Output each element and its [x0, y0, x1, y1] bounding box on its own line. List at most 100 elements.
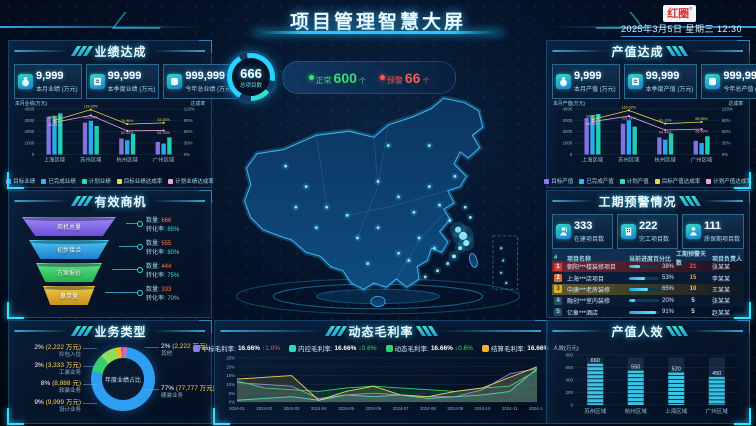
project-owner: 张某某: [712, 265, 731, 272]
svg-text:2024-01: 2024-01: [229, 406, 245, 411]
svg-text:81.11%: 81.11%: [659, 119, 672, 123]
donut-label: 77% (77,777 万元) 硬装业务: [145, 385, 215, 401]
rank-badge: 2: [554, 274, 562, 283]
south-china-sea-inset: [492, 235, 518, 290]
svg-text:89.81%: 89.81%: [48, 115, 61, 119]
header-line: [15, 50, 69, 52]
project-name: 中庚***老房装修: [567, 287, 611, 294]
svg-text:1000: 1000: [563, 141, 573, 146]
header-line: [151, 200, 206, 202]
rank-badge: 4: [554, 296, 562, 305]
panel-performance: 业绩达成 9,999 本月业绩 (万元) 99,999 本季度业绩 (万元) 999,9…: [6, 40, 238, 188]
normal-status: 正常 600 个: [308, 70, 366, 86]
header-stripes-icon: [70, 46, 93, 56]
rank-badge: 1: [554, 262, 562, 271]
legend-item[interactable]: 目标业绩达成率: [116, 177, 162, 185]
svg-text:60%: 60%: [184, 129, 193, 134]
svg-text:广州区域: 广州区域: [691, 155, 713, 163]
margin-trend-chart: 0% 5% 10% 15% 20% 25% 2024-01 2024-02 2024-03 202…: [226, 356, 543, 411]
svg-text:0: 0: [32, 152, 35, 157]
legend-item[interactable]: 计划产值: [619, 177, 649, 185]
header-deco-line-right: [551, 26, 756, 28]
svg-text:杭州区域: 杭州区域: [117, 155, 139, 163]
svg-text:2024-08: 2024-08: [420, 406, 436, 411]
svg-text:2000: 2000: [25, 129, 35, 134]
legend-item[interactable]: 目标产值达成率: [654, 177, 700, 185]
title-underline: [253, 31, 503, 34]
funnel-stage-label: 方案报价: [56, 271, 81, 277]
warning-dot-icon: [379, 75, 385, 80]
svg-text:118.02%: 118.02%: [84, 105, 99, 109]
project-owner: 李某某: [712, 276, 731, 283]
header-line: [702, 200, 744, 202]
panel-output-title: 产值达成: [611, 44, 664, 59]
money-bag-icon: [18, 74, 33, 89]
legend-item[interactable]: 计划业绩达成率: [168, 177, 214, 185]
legend-item[interactable]: 目标产值: [544, 177, 573, 185]
panel-funnel-title: 有效商机: [94, 194, 147, 209]
panel-warning-header: 工期预警情况: [547, 191, 749, 211]
header-line: [151, 330, 206, 332]
header-stripes-icon: [665, 326, 688, 336]
efficiency-chart: 人效(万元) 0 200 400 600 800 苏州区域 660 杭州区域 550 上海区域 520…: [553, 344, 737, 415]
svg-text:83.33%: 83.33%: [157, 118, 170, 122]
svg-text:60%: 60%: [722, 129, 731, 134]
header-stripes-icon: [678, 196, 701, 206]
legend-item[interactable]: 计划产值达成率: [706, 177, 752, 185]
funnel-stage: 初步接洽: [29, 240, 109, 259]
stat-card: 9,999 本月产值 (万元): [552, 64, 620, 99]
brand-logo: 红圈°: [663, 5, 696, 22]
panel-margin: 动态毛利率 中标毛利率: 16.66% ↑1.0% 内控毛利率: 16.66% ↓0.6%…: [192, 320, 569, 424]
panel-business-title: 业务类型: [94, 324, 147, 339]
stat-card: 99,999 本季度业绩 (万元): [85, 64, 160, 99]
stat-value: 333: [574, 220, 593, 233]
svg-text:苏州区域: 苏州区域: [80, 155, 102, 163]
header: 项目管理智慧大屏 红圈° 2025年3月5日 星期三 12:30: [0, 0, 756, 40]
svg-text:2024-06: 2024-06: [365, 406, 381, 411]
kpi-icon: [192, 344, 200, 352]
svg-text:杭州区域: 杭州区域: [655, 155, 677, 163]
svg-text:550: 550: [631, 365, 640, 371]
legend-item[interactable]: 计划业绩: [81, 177, 111, 185]
stat-card: 333 在建项目数: [552, 214, 613, 249]
funnel-stage-label: 商机总量: [56, 225, 81, 231]
svg-text:90%: 90%: [722, 118, 731, 123]
normal-dot-icon: [308, 75, 314, 80]
svg-text:20%: 20%: [226, 364, 235, 369]
output-chart: 0 0% 1000 30% 2000 60% 3000 90% 4000 120% 本月产值(万元)…: [553, 100, 743, 163]
svg-text:0%: 0%: [184, 152, 190, 157]
stat-card: 222 完工项目数: [617, 214, 678, 249]
invoice-icon: [89, 74, 105, 89]
funnel-stage: 方案报价: [36, 263, 102, 282]
rank-badge: 3: [554, 285, 562, 294]
legend-item[interactable]: 已完成产值: [579, 177, 614, 185]
svg-text:450: 450: [712, 371, 721, 377]
project-name: 融创***室内装修: [567, 299, 611, 306]
svg-text:120%: 120%: [184, 106, 195, 111]
header-line: [151, 50, 206, 52]
money-bag-icon: [556, 74, 571, 89]
svg-text:800: 800: [565, 353, 573, 358]
svg-text:30%: 30%: [722, 141, 731, 146]
performance-legend: 目标业绩 已完成业绩 计划业绩 目标业绩达成率 计划业绩达成率: [6, 177, 214, 185]
svg-text:上海区域: 上海区域: [582, 155, 604, 163]
legend-item[interactable]: 目标业绩: [6, 177, 35, 185]
svg-text:2024-10: 2024-10: [475, 406, 491, 411]
stat-card: 999,999 今年总业绩 (万元): [163, 64, 238, 99]
performance-stats: 9,999 本月业绩 (万元) 99,999 本季度业绩 (万元) 999,999 今年总…: [14, 64, 238, 99]
svg-text:64.44%: 64.44%: [659, 130, 672, 134]
funnel-stage-label: 赢单量: [59, 294, 78, 300]
svg-text:2024-02: 2024-02: [256, 406, 272, 411]
svg-text:4000: 4000: [25, 106, 35, 111]
stat-value: 999,999: [723, 70, 756, 83]
legend-item[interactable]: 已完成业绩: [41, 177, 76, 185]
stat-label: 今年总产值 (万元): [723, 86, 756, 93]
panel-schedule-warning: 工期预警情况 333 在建项目数 222 完工项目数 111 质保期项目数 # 项目名称 当前…: [546, 190, 750, 318]
warning-days: 10: [689, 286, 697, 293]
header-line: [689, 330, 744, 332]
stat-label: 本月业绩 (万元): [36, 86, 78, 93]
table-header-row: # 项目名称 当前进度百分比 工期预警天数 项目负责人: [552, 249, 744, 267]
header-stripes-icon: [415, 326, 438, 336]
panel-output-header: 产值达成: [547, 41, 749, 61]
